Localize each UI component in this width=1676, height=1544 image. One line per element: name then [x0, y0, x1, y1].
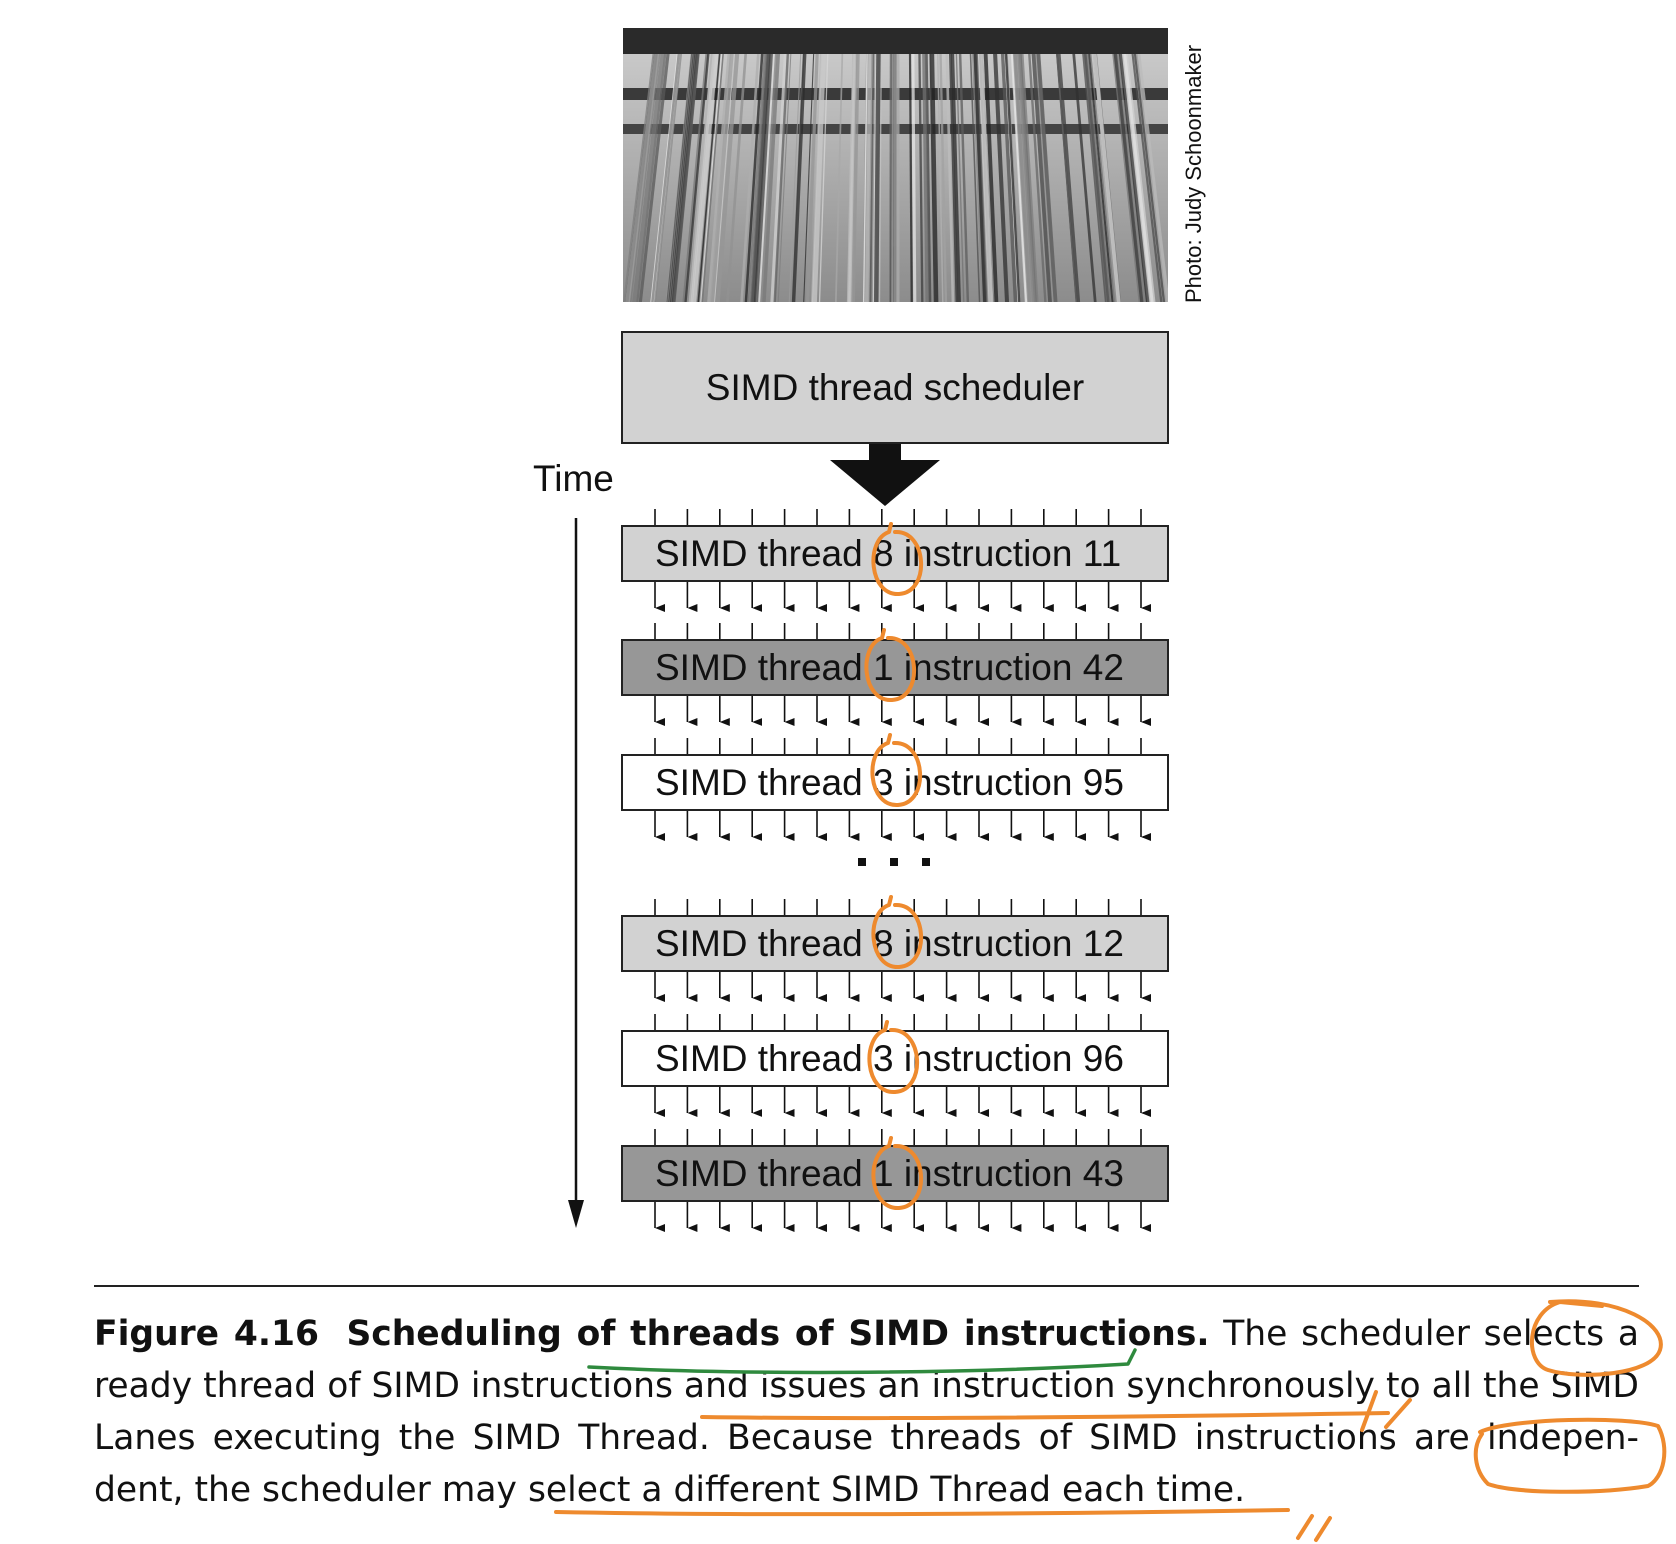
scheduler-down-arrow	[830, 444, 940, 506]
ellipsis	[858, 858, 930, 866]
instruction-row: SIMD thread 3 instruction 95	[621, 754, 1169, 811]
instruction-row-label: SIMD thread 8 instruction 11	[655, 533, 1122, 574]
caption-body-1: The scheduler selects a	[1209, 1314, 1639, 1354]
instruction-row: SIMD thread 1 instruction 43	[621, 1145, 1169, 1202]
instruction-row: SIMD thread 8 instruction 11	[621, 525, 1169, 582]
instruction-row-label: SIMD thread 3 instruction 95	[655, 762, 1124, 803]
time-axis-label: Time	[533, 458, 614, 499]
loom-photo	[623, 28, 1170, 302]
caption-word-independent: indepen-	[1486, 1418, 1639, 1458]
caption-body-4: dent, the scheduler may	[94, 1470, 528, 1510]
instruction-row-label: SIMD thread 1 instruction 43	[655, 1153, 1124, 1194]
instruction-row-label: SIMD thread 3 instruction 96	[655, 1038, 1124, 1079]
photo-credit: Photo: Judy Schoonmaker	[1181, 44, 1206, 303]
scheduler-label: SIMD thread scheduler	[705, 366, 1085, 408]
select-tick-mark-2	[1314, 1516, 1332, 1542]
figure-number: Figure 4.16	[94, 1314, 319, 1354]
caption-divider	[94, 1285, 1639, 1287]
instruction-row: SIMD thread 1 instruction 42	[621, 639, 1169, 696]
caption-phrase-issues: issues an instruction synchronously to	[759, 1366, 1421, 1406]
simd-thread-scheduler-box: SIMD thread scheduler	[621, 331, 1169, 444]
caption-body-2: thread of SIMD instructions and	[192, 1366, 760, 1406]
caption-phrase-select: select a different SIMD Thread each time…	[527, 1470, 1246, 1510]
instruction-row-label: SIMD thread 1 instruction 42	[655, 647, 1124, 688]
time-axis-arrowhead	[568, 1200, 584, 1228]
instruction-row: SIMD thread 3 instruction 96	[621, 1030, 1169, 1087]
instruction-row-label: SIMD thread 8 instruction 12	[655, 923, 1124, 964]
figure-caption: Figure 4.16 Scheduling of threads of SIM…	[94, 1308, 1639, 1516]
loom-photo-image	[623, 28, 1170, 302]
figure-title-underlined: threads of SIMD instructions.	[630, 1314, 1210, 1354]
caption-word-ready: ready	[94, 1366, 193, 1406]
caption-body-3: all the SIMD Lanes executing the SIMD Th…	[94, 1366, 1639, 1458]
select-tick-mark-1	[1296, 1514, 1314, 1540]
instruction-row: SIMD thread 8 instruction 12	[621, 915, 1169, 972]
figure-title-plain: Scheduling of	[346, 1314, 631, 1354]
